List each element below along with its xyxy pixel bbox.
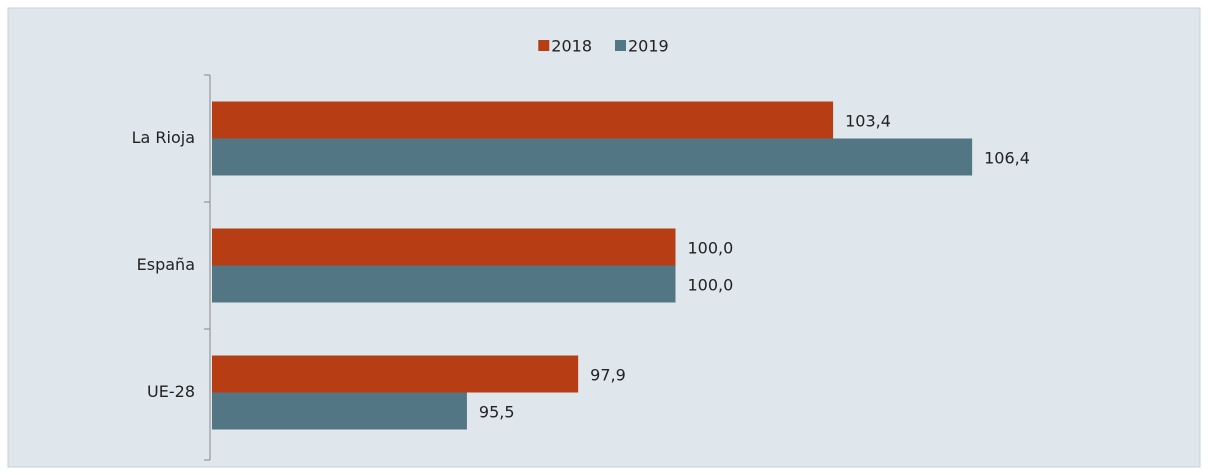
legend-label: 2018 bbox=[551, 37, 592, 56]
data-label: 100,0 bbox=[688, 239, 734, 258]
legend-swatch bbox=[538, 40, 550, 51]
bar bbox=[212, 138, 973, 176]
bar bbox=[212, 101, 834, 139]
data-label: 97,9 bbox=[590, 366, 626, 385]
category-label: La Rioja bbox=[132, 128, 195, 147]
data-label: 95,5 bbox=[479, 403, 515, 422]
bar bbox=[212, 392, 467, 430]
category-label: España bbox=[137, 255, 195, 274]
data-label: 100,0 bbox=[688, 276, 734, 295]
bar bbox=[212, 355, 579, 393]
bar bbox=[212, 265, 676, 303]
bar bbox=[212, 228, 676, 266]
category-label: UE-28 bbox=[147, 382, 195, 401]
data-label: 103,4 bbox=[845, 112, 891, 131]
data-label: 106,4 bbox=[984, 149, 1030, 168]
legend-label: 2019 bbox=[628, 37, 669, 56]
legend-swatch bbox=[615, 40, 626, 51]
